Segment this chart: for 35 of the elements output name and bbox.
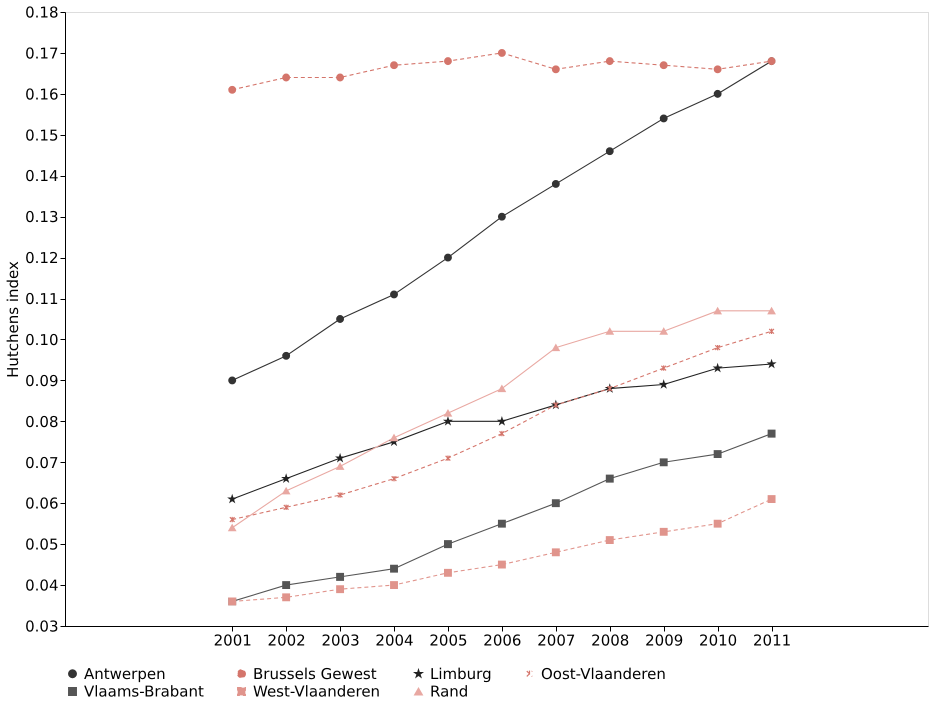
- y-tick-label: 0.04: [25, 576, 58, 595]
- y-tick-label: 0.06: [25, 494, 58, 513]
- y-tick-label: 0.08: [25, 412, 58, 431]
- x-tick-label: 2003: [321, 632, 360, 650]
- x-tick-label: 2010: [699, 632, 738, 650]
- y-tick-label: 0.15: [25, 126, 58, 144]
- legend-label: Brussels Gewest: [253, 664, 377, 683]
- y-tick-label: 0.10: [25, 330, 58, 349]
- x-tick-label: 2011: [752, 632, 792, 650]
- x-tick-label: 2001: [214, 632, 252, 650]
- y-tick-label: 0.03: [25, 618, 58, 636]
- legend-label: Vlaams-Brabant: [84, 682, 204, 700]
- y-tick-label: 0.16: [25, 85, 58, 104]
- x-tick-label: 2006: [483, 632, 522, 650]
- y-tick-label: 0.18: [25, 4, 58, 22]
- legend-label: Rand: [430, 682, 468, 700]
- y-tick-label: 0.14: [25, 167, 58, 186]
- y-tick-label: 0.05: [25, 536, 58, 554]
- y-tick-label: 0.12: [25, 249, 58, 268]
- y-tick-label: 0.09: [25, 372, 58, 390]
- y-tick-label: 0.07: [25, 454, 58, 472]
- legend-label: West-Vlaanderen: [253, 682, 380, 700]
- x-tick-label: 2004: [375, 632, 414, 650]
- x-tick-label: 2007: [537, 632, 576, 650]
- x-tick-label: 2008: [591, 632, 630, 650]
- y-axis-title: Hutchens index: [4, 260, 22, 378]
- y-tick-label: 0.11: [25, 290, 58, 308]
- x-tick-label: 2005: [429, 632, 468, 650]
- y-tick-label: 0.13: [25, 208, 58, 226]
- legend-label: Oost-Vlaanderen: [541, 664, 666, 683]
- x-tick-label: 2002: [268, 632, 306, 650]
- legend-label: Antwerpen: [84, 664, 166, 683]
- legend-label: Limburg: [430, 664, 492, 683]
- y-tick-label: 0.17: [25, 44, 58, 62]
- x-tick-label: 2009: [645, 632, 684, 650]
